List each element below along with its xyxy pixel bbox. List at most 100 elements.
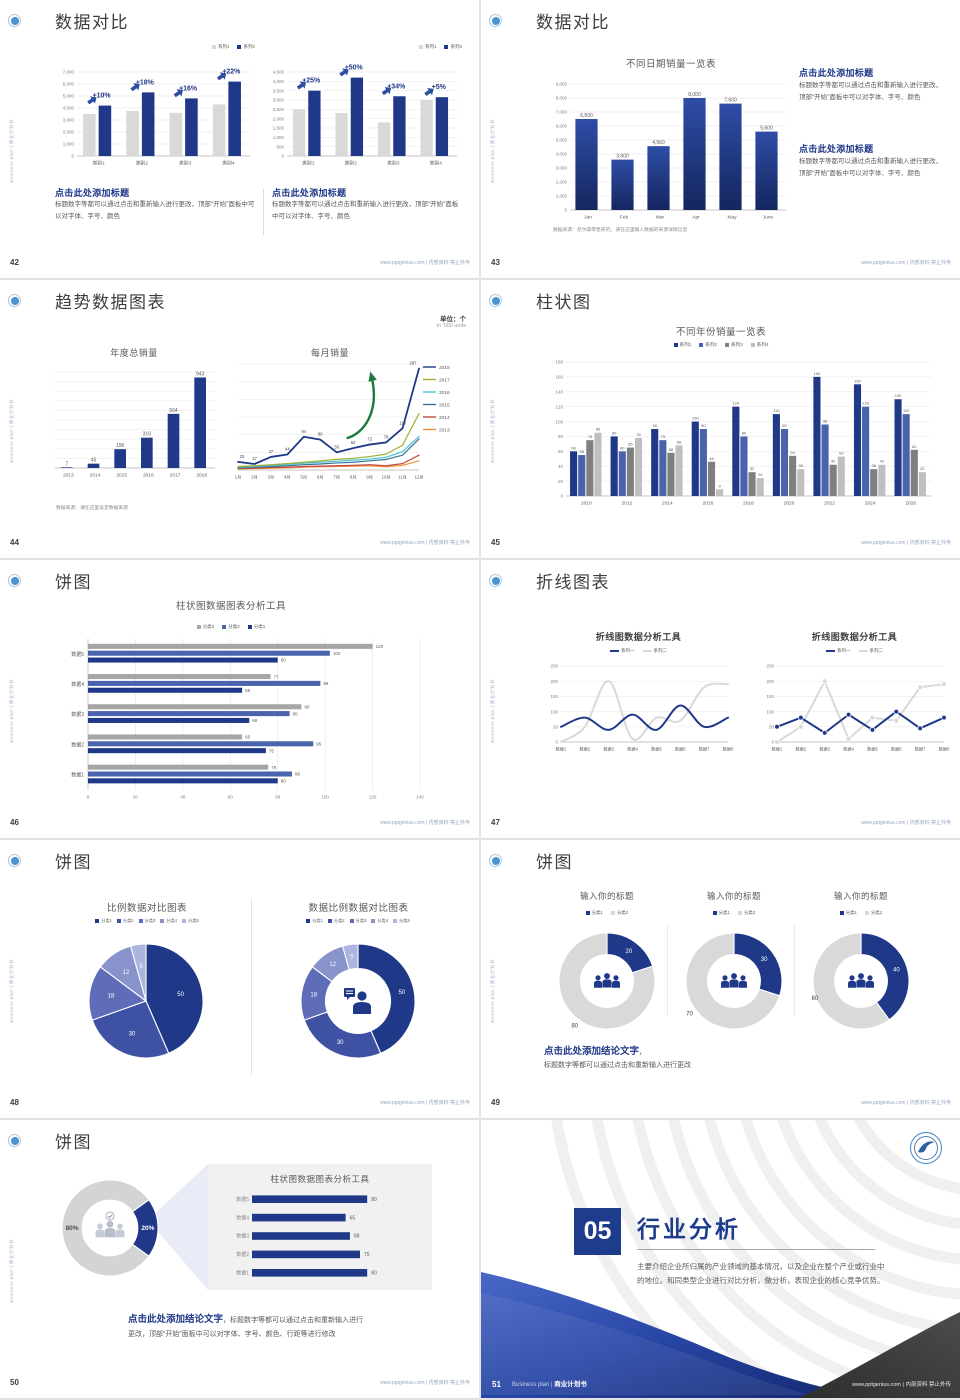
svg-text:6,000: 6,000 xyxy=(63,82,75,87)
svg-text:50: 50 xyxy=(334,444,339,449)
svg-text:23: 23 xyxy=(240,454,245,459)
conclusion-heading: 点击此处添加结论文字 xyxy=(128,1314,224,1325)
svg-text:110: 110 xyxy=(903,408,910,413)
svg-text:5,000: 5,000 xyxy=(63,94,75,99)
svg-text:+16%: +16% xyxy=(179,85,198,92)
block-heading: 点击此处添加标题 xyxy=(799,144,874,154)
panel-bar-chart: 数据5 80 数据4 65 数据3 68 数据2 75 数据1 80 xyxy=(222,1190,418,1282)
svg-text:数据1: 数据1 xyxy=(556,746,567,753)
page-number: 50 xyxy=(10,1378,19,1387)
chart-legend: 系列1 系列2 xyxy=(52,44,255,50)
page-number: 49 xyxy=(491,1098,500,1107)
svg-text:2,000: 2,000 xyxy=(556,180,568,185)
svg-text:0: 0 xyxy=(555,740,558,745)
svg-text:2014: 2014 xyxy=(662,501,673,507)
svg-text:11月: 11月 xyxy=(398,475,407,481)
svg-text:数据6: 数据6 xyxy=(675,746,686,753)
svg-text:7,600: 7,600 xyxy=(724,98,737,104)
svg-text:2018: 2018 xyxy=(439,365,450,371)
svg-text:数据2: 数据2 xyxy=(795,746,806,753)
block-heading: 点击此处添加标题 xyxy=(55,188,130,198)
svg-text:90: 90 xyxy=(782,423,787,428)
slide-51: 05 行业分析 主要介绍企业所归属的产业领域的基本情况，以及企业在整个产业或行业… xyxy=(481,1120,960,1398)
svg-text:65: 65 xyxy=(245,735,251,740)
pie-chart: 50 30 18 12 5 xyxy=(87,942,205,1060)
svg-text:1,000: 1,000 xyxy=(556,194,568,199)
svg-text:120: 120 xyxy=(732,401,739,406)
svg-text:94: 94 xyxy=(301,429,306,434)
slide-footer: www.pptgenius.com | 内部资料 禁止外传 xyxy=(380,820,470,826)
page-title: 饼图 xyxy=(55,853,92,872)
svg-text:Feb: Feb xyxy=(620,215,629,221)
slide-45: Business plan | 商业计划书 柱状图 不同年份销量一览表 系列1 系… xyxy=(481,280,960,558)
svg-text:40: 40 xyxy=(180,795,186,800)
block-body: 标题数字等都可以通过点击和重新输入进行更改，顶部“开始”面板中可以对字体、字号、… xyxy=(799,82,942,101)
svg-text:数据3: 数据3 xyxy=(819,746,830,753)
svg-text:80: 80 xyxy=(742,430,747,435)
svg-text:数据2: 数据2 xyxy=(579,746,590,753)
svg-text:2017: 2017 xyxy=(439,377,450,383)
svg-text:3,000: 3,000 xyxy=(273,98,285,103)
side-watermark: Business plan | 商业计划书 xyxy=(490,679,495,743)
svg-text:60: 60 xyxy=(571,445,576,450)
block-heading: 点击此处添加标题 xyxy=(799,68,874,78)
svg-text:98: 98 xyxy=(323,681,329,686)
svg-text:12: 12 xyxy=(123,970,130,976)
svg-text:18: 18 xyxy=(310,992,317,998)
side-watermark: Business plan | 商业计划书 xyxy=(9,1239,14,1303)
svg-text:96: 96 xyxy=(823,419,828,424)
template-logo-icon xyxy=(489,14,502,27)
svg-text:2,000: 2,000 xyxy=(63,130,75,135)
svg-text:9: 9 xyxy=(718,483,721,488)
slide-footer: www.pptgenius.com | 内部资料 禁止外传 xyxy=(380,1100,470,1106)
svg-text:24: 24 xyxy=(758,472,763,477)
side-watermark: Business plan | 商业计划书 xyxy=(9,679,14,743)
svg-text:8,000: 8,000 xyxy=(556,96,568,101)
donut-chart: 50 30 18 12 5 xyxy=(299,942,417,1060)
page-title: 柱状图 xyxy=(536,293,592,312)
slide-footer: www.pptgenius.com | 内部资料 禁止外传 xyxy=(861,540,951,546)
svg-text:3月: 3月 xyxy=(268,475,275,481)
svg-text:0: 0 xyxy=(87,795,90,800)
chart-title: 比例数据对比图表 xyxy=(106,903,187,914)
chart-legend: 分类1 分类2 xyxy=(542,910,672,916)
conclusion-heading: 点击此处添加结论文字 xyxy=(544,1046,640,1057)
svg-text:90: 90 xyxy=(304,704,310,709)
page-number: 42 xyxy=(10,258,19,267)
svg-text:72: 72 xyxy=(367,437,372,442)
svg-text:42: 42 xyxy=(831,459,836,464)
chart-title: 输入你的标题 xyxy=(833,891,888,901)
svg-text:120: 120 xyxy=(862,401,869,406)
svg-text:62: 62 xyxy=(351,440,356,445)
template-logo-icon xyxy=(489,854,502,867)
svg-text:+25%: +25% xyxy=(302,78,321,85)
svg-text:2012: 2012 xyxy=(621,501,632,507)
svg-text:0: 0 xyxy=(281,154,284,159)
chart-legend: 系列一 系列二 xyxy=(541,648,736,654)
line-chart-right: 0 50 100 150 200 250 数据1 数据2 数据3 数据4 数据5 数据6 数据7 数据8 xyxy=(755,658,952,754)
svg-text:2016: 2016 xyxy=(439,390,450,396)
block-body: 标题数字等都可以通过点击和重新输入进行更改，顶部“开始”面板中可以对字体、字号、… xyxy=(799,158,942,177)
svg-text:65: 65 xyxy=(245,688,251,693)
conclusion-text: ，标题数字等都可以通过点击和重新输入进行 xyxy=(223,1317,364,1324)
page-title: 饼图 xyxy=(536,853,573,872)
page-number: 44 xyxy=(10,538,19,547)
svg-text:2015: 2015 xyxy=(439,402,450,408)
svg-text:54: 54 xyxy=(790,450,795,455)
template-logo-icon xyxy=(8,574,21,587)
slide-footer: www.pptgenius.com | 内部资料 禁止外传 xyxy=(380,1380,470,1386)
svg-text:40: 40 xyxy=(558,464,564,469)
svg-text:5,000: 5,000 xyxy=(556,138,568,143)
svg-text:76: 76 xyxy=(271,765,277,770)
page-number: 45 xyxy=(491,538,500,547)
svg-text:500: 500 xyxy=(276,144,284,149)
donut-chart-2: 30 70 xyxy=(682,931,786,1031)
chart-title: 折线图数据分析工具 xyxy=(595,632,682,642)
chart-legend: 分类1 分类2 xyxy=(796,910,926,916)
page-title: 趋势数据图表 xyxy=(55,293,166,312)
svg-text:2014: 2014 xyxy=(439,415,450,421)
svg-text:0: 0 xyxy=(560,494,563,499)
svg-text:80: 80 xyxy=(275,795,281,800)
page-number: 47 xyxy=(491,818,500,827)
